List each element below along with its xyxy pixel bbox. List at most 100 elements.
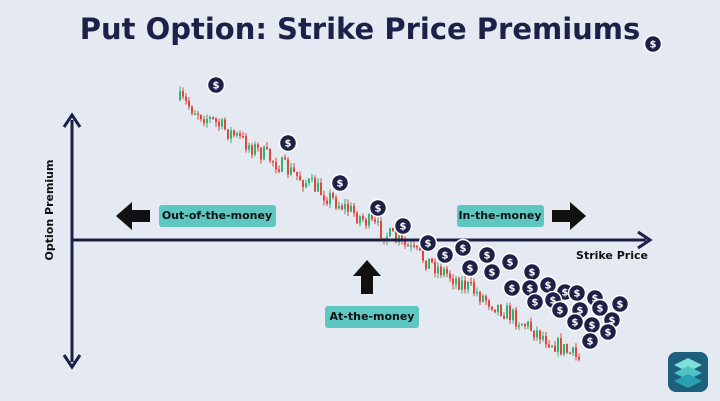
candle-body: [404, 239, 406, 245]
candle-body: [209, 117, 211, 119]
coin: [643, 34, 663, 54]
coin: [330, 173, 350, 193]
candle-body: [578, 356, 580, 360]
coin-symbol: $: [562, 288, 569, 299]
coin-symbol: $: [509, 284, 516, 295]
candle-body: [293, 167, 295, 172]
candle-body: [518, 325, 520, 327]
coin-symbol: $: [589, 321, 596, 332]
candle-body: [413, 245, 415, 247]
candle-body: [422, 250, 424, 261]
candle-body: [335, 197, 337, 209]
axes: [62, 112, 653, 370]
candle-body: [455, 278, 457, 285]
candle-body: [254, 144, 256, 155]
candle-body: [482, 295, 484, 302]
candle-body: [407, 244, 409, 247]
candle-body: [509, 305, 511, 321]
candle-body: [347, 203, 349, 212]
coin: [477, 245, 497, 265]
coin-symbol: $: [484, 251, 491, 262]
logo: [668, 352, 708, 392]
candle-body: [371, 214, 373, 220]
candle-body: [395, 231, 397, 243]
candle-body: [488, 300, 490, 307]
candle-body: [212, 117, 214, 119]
coin: [610, 294, 630, 314]
candle-body: [524, 324, 526, 327]
candle-body: [515, 309, 517, 327]
right-arrow: [552, 202, 586, 230]
title: Put Option: Strike Price Premiums: [80, 12, 641, 46]
candle-body: [446, 268, 448, 274]
candle-body: [530, 321, 532, 331]
candle-body: [572, 347, 574, 354]
coin-symbol: $: [507, 258, 514, 269]
candle-body: [236, 133, 238, 136]
candle-body: [542, 335, 544, 340]
candle-body: [188, 100, 190, 107]
candle-body: [470, 281, 472, 284]
label-box: [159, 205, 276, 227]
candle-body: [437, 266, 439, 274]
candle-body: [338, 205, 340, 209]
candle-body: [341, 205, 343, 210]
candle-body: [311, 177, 313, 180]
candle-body: [230, 130, 232, 139]
candle-body: [287, 159, 289, 175]
candle-body: [185, 96, 187, 101]
candle-body: [323, 195, 325, 201]
coin-symbol: $: [605, 328, 612, 339]
coin-symbol: $: [400, 222, 407, 233]
in-the-money-label: In-the-money: [458, 209, 541, 222]
candle-body: [494, 309, 496, 313]
coin: [418, 233, 438, 253]
candle-body: [245, 136, 247, 150]
coin-symbol: $: [489, 268, 496, 279]
candle-body: [497, 304, 499, 313]
candle-body: [326, 200, 328, 204]
candle-body: [206, 118, 208, 124]
candle-body: [401, 235, 403, 240]
candle-body: [389, 228, 391, 237]
candle-body: [257, 144, 259, 148]
candle-body: [527, 321, 529, 327]
candle-body: [461, 280, 463, 290]
coin-symbol: $: [545, 281, 552, 292]
coin-symbol: $: [609, 316, 616, 327]
coin-symbol: $: [467, 264, 474, 275]
candle-body: [485, 295, 487, 301]
candle-body: [512, 309, 514, 321]
coin-symbol: $: [550, 296, 557, 307]
candle-body: [233, 130, 235, 136]
candle-body: [194, 113, 196, 115]
left-arrow: [116, 202, 150, 230]
coin-symbol: $: [527, 284, 534, 295]
coin-symbol: $: [425, 239, 432, 250]
candle-body: [410, 245, 412, 247]
coin: [368, 198, 388, 218]
candle-body: [362, 216, 364, 220]
coin-symbol: $: [587, 337, 594, 348]
candle-body: [269, 148, 271, 161]
candle-body: [503, 315, 505, 319]
candle-body: [239, 133, 241, 136]
up-arrow: [353, 260, 381, 294]
candle-body: [308, 178, 310, 184]
candle-body: [539, 330, 541, 340]
candle-body: [203, 119, 205, 124]
coin: [453, 238, 473, 258]
coin-symbol: $: [650, 40, 657, 51]
candle-body: [368, 214, 370, 226]
candle-body: [569, 352, 571, 355]
candle-body: [359, 216, 361, 224]
candle-body: [440, 266, 442, 276]
label-box: [457, 205, 544, 227]
candle-body: [284, 157, 286, 160]
candle-body: [179, 91, 181, 100]
candle-body: [443, 268, 445, 276]
candle-body: [434, 262, 436, 274]
candle-body: [548, 344, 550, 348]
